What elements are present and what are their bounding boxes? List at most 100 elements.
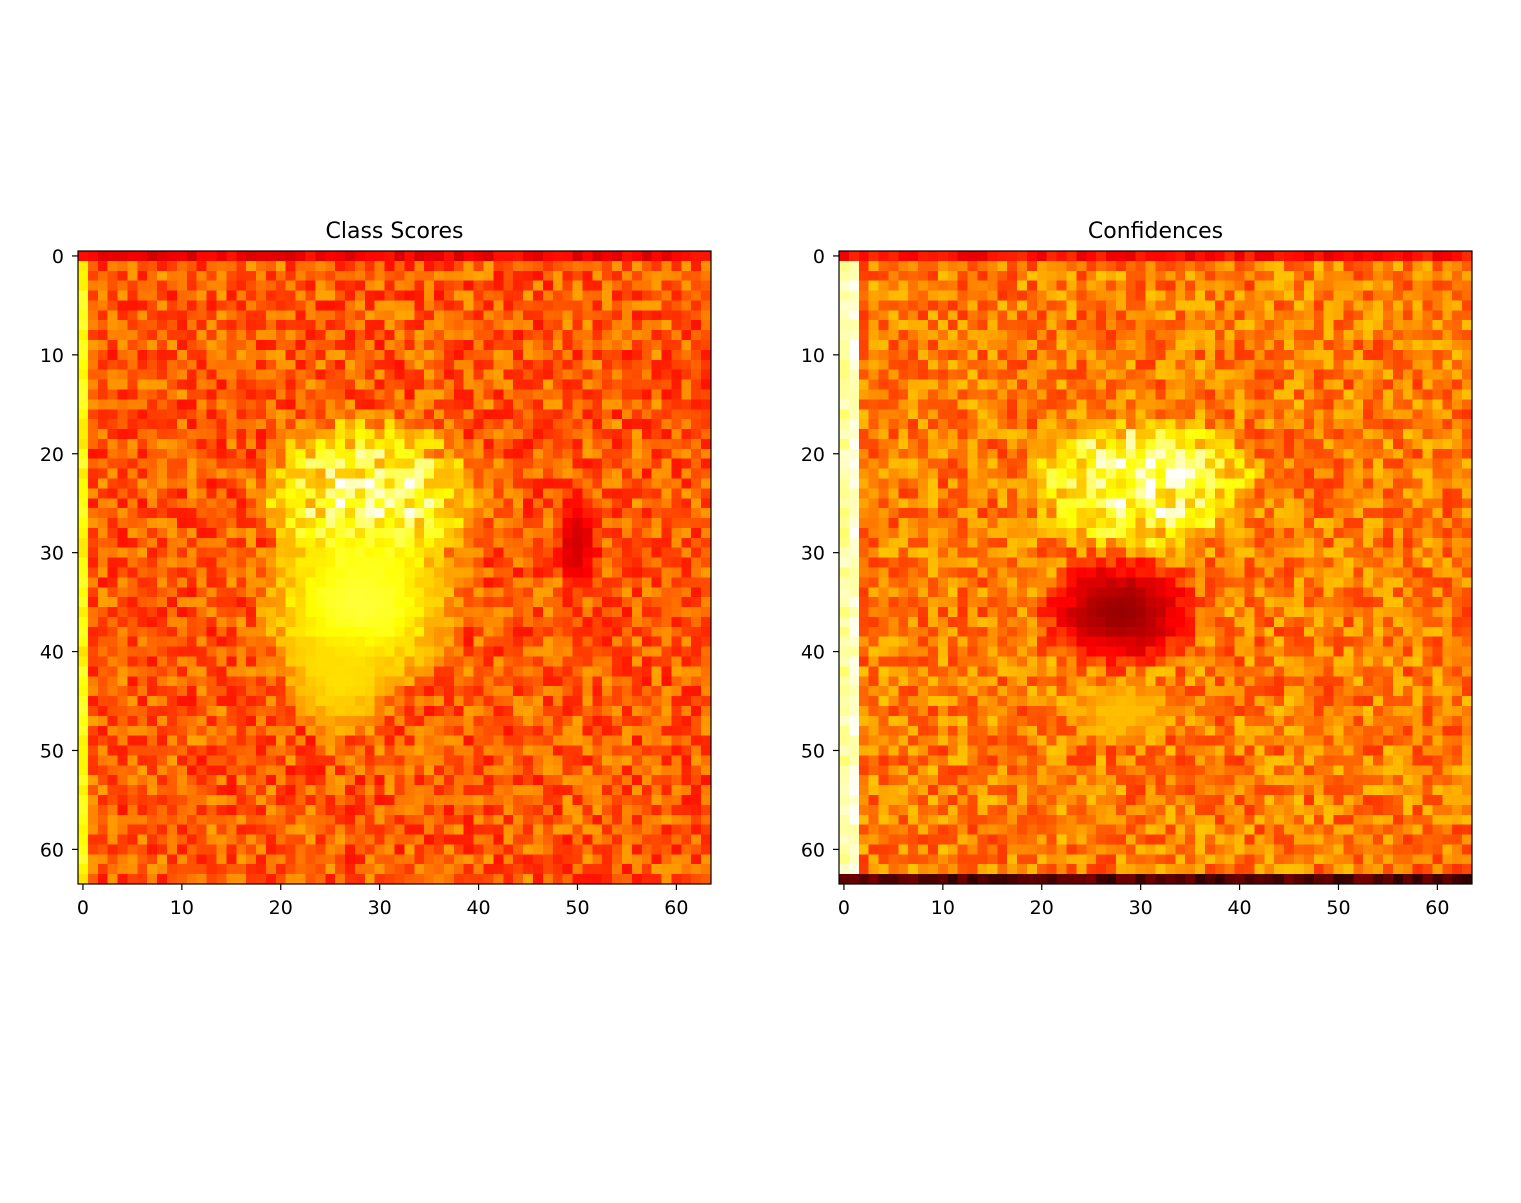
heatmap-cell xyxy=(543,864,553,874)
heatmap-cell xyxy=(662,340,672,350)
heatmap-cell xyxy=(256,587,266,597)
heatmap-cell xyxy=(305,597,315,607)
heatmap-cell xyxy=(839,350,849,360)
heatmap-cell xyxy=(1116,251,1126,261)
heatmap-cell xyxy=(671,330,681,340)
heatmap-cell xyxy=(375,330,385,340)
heatmap-cell xyxy=(276,409,286,419)
heatmap-cell xyxy=(622,666,632,676)
heatmap-cell xyxy=(345,844,355,854)
heatmap-cell xyxy=(256,568,266,578)
heatmap-cell xyxy=(1383,261,1393,271)
heatmap-cell xyxy=(207,399,217,409)
heatmap-cell xyxy=(157,340,167,350)
heatmap-cell xyxy=(187,548,197,558)
heatmap-cell xyxy=(108,835,118,845)
heatmap-cell xyxy=(642,370,652,380)
heatmap-cell xyxy=(355,389,365,399)
heatmap-cell xyxy=(642,281,652,291)
heatmap-cell xyxy=(1274,251,1284,261)
heatmap-cell xyxy=(197,627,207,637)
heatmap-cell xyxy=(236,736,246,746)
heatmap-cell xyxy=(632,548,642,558)
heatmap-cell xyxy=(563,320,573,330)
heatmap-cell xyxy=(207,587,217,597)
heatmap-cell xyxy=(484,637,494,647)
heatmap-cell xyxy=(691,736,701,746)
heatmap-cell xyxy=(464,864,474,874)
heatmap-cell xyxy=(582,558,592,568)
heatmap-cell xyxy=(1047,310,1057,320)
heatmap-cell xyxy=(928,320,938,330)
heatmap-cell xyxy=(1442,291,1452,301)
heatmap-cell xyxy=(1274,300,1284,310)
heatmap-cell xyxy=(137,271,147,281)
heatmap-cell xyxy=(642,726,652,736)
heatmap-cell xyxy=(652,399,662,409)
heatmap-cell xyxy=(375,795,385,805)
heatmap-cell xyxy=(1413,261,1423,271)
heatmap-cell xyxy=(444,261,454,271)
heatmap-cell xyxy=(691,310,701,320)
heatmap-cell xyxy=(997,330,1007,340)
heatmap-cell xyxy=(345,577,355,587)
heatmap-cell xyxy=(612,746,622,756)
heatmap-cell xyxy=(177,607,187,617)
heatmap-cell xyxy=(385,340,395,350)
heatmap-cell xyxy=(573,706,583,716)
heatmap-cell xyxy=(671,350,681,360)
heatmap-cell xyxy=(652,409,662,419)
heatmap-cell xyxy=(671,696,681,706)
heatmap-cell xyxy=(167,617,177,627)
heatmap-cell xyxy=(444,251,454,261)
heatmap-cell xyxy=(315,350,325,360)
heatmap-cell xyxy=(622,350,632,360)
heatmap-cell xyxy=(602,538,612,548)
heatmap-cell xyxy=(167,568,177,578)
heatmap-cell xyxy=(424,419,434,429)
heatmap-cell xyxy=(315,340,325,350)
heatmap-cell xyxy=(305,370,315,380)
heatmap-cell xyxy=(414,736,424,746)
heatmap-cell xyxy=(701,726,711,736)
heatmap-cell xyxy=(662,498,672,508)
heatmap-cell xyxy=(266,300,276,310)
heatmap-cell xyxy=(523,696,533,706)
heatmap-cell xyxy=(671,706,681,716)
heatmap-cell xyxy=(1393,320,1403,330)
heatmap-cell xyxy=(296,765,306,775)
heatmap-cell xyxy=(523,478,533,488)
heatmap-cell xyxy=(424,409,434,419)
heatmap-cell xyxy=(137,380,147,390)
heatmap-cell xyxy=(1096,281,1106,291)
heatmap-cell xyxy=(632,271,642,281)
heatmap-cell xyxy=(1393,310,1403,320)
heatmap-cell xyxy=(513,706,523,716)
heatmap-cell xyxy=(632,617,642,627)
heatmap-cell xyxy=(553,647,563,657)
heatmap-cell xyxy=(533,874,543,884)
heatmap-cell xyxy=(414,755,424,765)
heatmap-cell xyxy=(187,627,197,637)
heatmap-cell xyxy=(503,825,513,835)
heatmap-cell xyxy=(345,340,355,350)
heatmap-cell xyxy=(424,310,434,320)
heatmap-cell xyxy=(1294,300,1304,310)
heatmap-cell xyxy=(681,686,691,696)
heatmap-cell xyxy=(414,775,424,785)
heatmap-cell xyxy=(325,795,335,805)
heatmap-cell xyxy=(602,627,612,637)
heatmap-cell xyxy=(414,568,424,578)
heatmap-cell xyxy=(286,528,296,538)
heatmap-cell xyxy=(385,508,395,518)
heatmap-cell xyxy=(177,676,187,686)
heatmap-cell xyxy=(1423,310,1433,320)
heatmap-cell xyxy=(1017,330,1027,340)
heatmap-cell xyxy=(1274,330,1284,340)
heatmap-cell xyxy=(108,320,118,330)
heatmap-cell xyxy=(385,518,395,528)
heatmap-cell xyxy=(375,478,385,488)
heatmap-cell xyxy=(888,251,898,261)
heatmap-cell xyxy=(592,637,602,647)
heatmap-cell xyxy=(622,746,632,756)
